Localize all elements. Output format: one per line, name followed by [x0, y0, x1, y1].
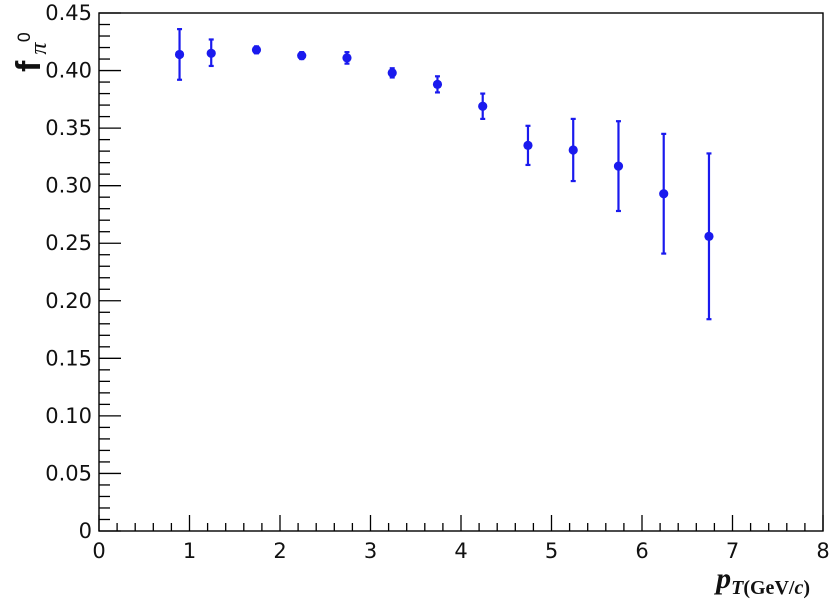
data-layer [174, 28, 714, 321]
data-point [297, 50, 307, 61]
x-tick-label: 1 [183, 539, 196, 563]
data-point-group [387, 67, 397, 79]
x-axis-title-unit-c: c [794, 577, 803, 599]
x-tick-label: 3 [364, 539, 377, 563]
data-point [478, 101, 488, 111]
data-point [659, 189, 669, 199]
y-tick-label: 0.35 [45, 116, 92, 140]
x-axis-title-subscript: T [731, 577, 744, 599]
x-tick-label: 6 [635, 539, 648, 563]
y-tick-label: 0.15 [45, 346, 92, 370]
data-point-group [432, 75, 443, 94]
y-axis-title-base: f [10, 60, 48, 72]
data-point-group [297, 50, 307, 61]
x-axis-title-unit: (GeV/ [743, 577, 795, 599]
data-point [387, 68, 397, 78]
data-point [613, 161, 624, 171]
x-axis-title-unit-end: ) [803, 577, 810, 599]
y-tick-label: 0.25 [45, 231, 92, 255]
data-point-group [523, 124, 533, 167]
y-axis-title-subscript: π [26, 42, 52, 55]
data-point [206, 48, 216, 58]
data-point-group [342, 51, 352, 65]
data-point-group [174, 28, 185, 81]
axes-group: 0 1 2 3 4 5 6 7 8 0 0.05 0.10 0.15 0.20 0.25 0.30 0.35 0.… [45, 1, 829, 563]
x-tick-label: 8 [816, 539, 829, 563]
x-tick-label: 2 [273, 539, 286, 563]
data-point [174, 49, 185, 60]
data-point-group [659, 132, 669, 255]
data-point-group [568, 117, 578, 183]
data-point-group [206, 38, 216, 68]
x-tick-label: 5 [545, 539, 558, 563]
data-point [523, 140, 533, 150]
data-point-group [613, 120, 624, 213]
data-point-group [478, 92, 488, 121]
axis-titles: pT(GeV/c)fπ0 [10, 32, 810, 599]
data-point-group [251, 45, 262, 55]
data-point [251, 45, 262, 55]
data-point [704, 231, 714, 241]
x-axis-title: pT(GeV/c) [713, 562, 810, 599]
x-tick-label: 4 [454, 539, 467, 563]
x-tick-label: 7 [726, 539, 739, 563]
y-tick-label: 0.45 [45, 1, 92, 25]
x-tick-label: 0 [92, 539, 105, 563]
data-point [568, 145, 578, 155]
y-tick-label: 0 [79, 519, 92, 543]
y-tick-label: 0.10 [45, 404, 92, 428]
y-tick-label: 0.05 [45, 461, 92, 485]
x-axis-title-base: p [713, 562, 731, 595]
y-axis-title-group: fπ0 [10, 32, 52, 72]
y-tick-label: 0.40 [45, 59, 92, 83]
data-point [342, 53, 352, 63]
y-tick-label: 0.30 [45, 174, 92, 198]
y-tick-label: 0.20 [45, 289, 92, 313]
data-point-group [704, 152, 714, 321]
data-point [432, 79, 443, 89]
y-axis-title: fπ0 [10, 32, 52, 72]
y-axis-title-superscript: 0 [15, 32, 35, 43]
